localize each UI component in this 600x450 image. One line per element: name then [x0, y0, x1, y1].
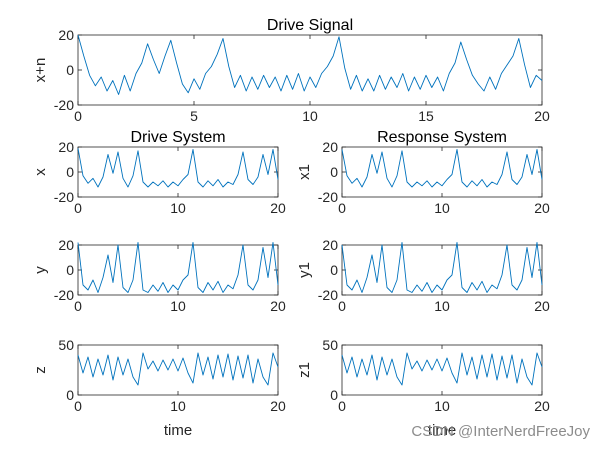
response-z1-series-line: [341, 352, 543, 386]
drive-y-ytick-label: 20: [58, 237, 74, 253]
response-y1-series-line: [341, 242, 543, 293]
response-x1-ytick-label: 0: [330, 164, 338, 180]
drive-x-ytick-label: 20: [58, 139, 74, 155]
drive-signal-series-line: [77, 34, 543, 95]
drive-y-ylabel: y: [32, 266, 49, 274]
drive-x-xtick-label: 20: [270, 200, 286, 216]
watermark: CSDN @InterNerdFreeJoy: [411, 423, 590, 440]
response-y1-ytick-label: 0: [330, 262, 338, 278]
response-y1-xtick-label: 20: [534, 298, 550, 314]
response-y1-axes-frame: [341, 244, 543, 296]
response-z1-ytick-label: 50: [322, 337, 338, 353]
drive-z-xlabel: time: [164, 422, 192, 439]
drive-signal-ytick-label: 20: [58, 27, 74, 43]
drive-signal-xtick-label: 10: [302, 108, 318, 124]
drive-z-xtick-label: 20: [270, 398, 286, 414]
response-z1-xtick-label: 20: [534, 398, 550, 414]
drive-y-ytick-label: -20: [54, 287, 74, 303]
response-x1-ytick-label: -20: [318, 189, 338, 205]
response-z1-ytick-label: 0: [330, 387, 338, 403]
response-y1-ytick-label: 20: [322, 237, 338, 253]
drive-y-xtick-label: 20: [270, 298, 286, 314]
response-x1-title: Response System: [377, 129, 507, 146]
drive-x-axes-frame: [77, 146, 279, 198]
response-z1-ylabel: z1: [296, 362, 313, 378]
drive-z-axes: z time 0 10 20 50 0: [32, 337, 286, 439]
drive-y-ytick-label: 0: [66, 262, 74, 278]
drive-y-xtick-label: 0: [74, 298, 82, 314]
response-y1-xtick-label: 0: [338, 298, 346, 314]
response-x1-series-line: [341, 149, 543, 188]
response-z1-xtick-label: 10: [434, 398, 450, 414]
drive-z-xtick-label: 0: [74, 398, 82, 414]
response-x1-xtick-label: 10: [434, 200, 450, 216]
response-x1-axes-frame: [341, 146, 543, 198]
response-y1-ylabel: y1: [296, 262, 313, 278]
response-x1-ylabel: x1: [296, 164, 313, 180]
drive-signal-xtick-label: 0: [74, 108, 82, 124]
drive-signal-ylabel: x+n: [32, 58, 49, 83]
response-y1-xtick-label: 10: [434, 298, 450, 314]
drive-signal-xtick-label: 5: [190, 108, 198, 124]
drive-z-ytick-label: 0: [66, 387, 74, 403]
drive-signal-axes-frame: [77, 34, 543, 106]
drive-x-title: Drive System: [130, 129, 225, 146]
response-z1-axes: z1 time 0 10 20 50 0: [296, 337, 550, 439]
drive-signal-ytick-label: -20: [54, 97, 74, 113]
drive-signal-title: Drive Signal: [267, 17, 353, 34]
response-z1-xtick-label: 0: [338, 398, 346, 414]
drive-x-ytick-label: 0: [66, 164, 74, 180]
response-x1-ytick-label: 20: [322, 139, 338, 155]
drive-x-series-line: [77, 148, 279, 188]
drive-signal-xtick-label: 15: [418, 108, 434, 124]
drive-x-ylabel: x: [32, 168, 49, 176]
drive-z-xtick-label: 10: [170, 398, 186, 414]
drive-x-ytick-label: -20: [54, 189, 74, 205]
response-x1-xtick-label: 0: [338, 200, 346, 216]
drive-z-series-line: [77, 352, 279, 386]
response-x1-xtick-label: 20: [534, 200, 550, 216]
drive-z-ytick-label: 50: [58, 337, 74, 353]
drive-z-ylabel: z: [32, 366, 49, 374]
drive-x-xtick-label: 0: [74, 200, 82, 216]
drive-y-axes-frame: [77, 244, 279, 296]
response-z1-xlabel: time: [428, 422, 456, 439]
drive-y-xtick-label: 10: [170, 298, 186, 314]
drive-y-series-line: [77, 242, 279, 293]
drive-signal-ytick-label: 0: [66, 62, 74, 78]
response-y1-ytick-label: -20: [318, 287, 338, 303]
drive-x-xtick-label: 10: [170, 200, 186, 216]
drive-signal-xtick-label: 20: [534, 108, 550, 124]
